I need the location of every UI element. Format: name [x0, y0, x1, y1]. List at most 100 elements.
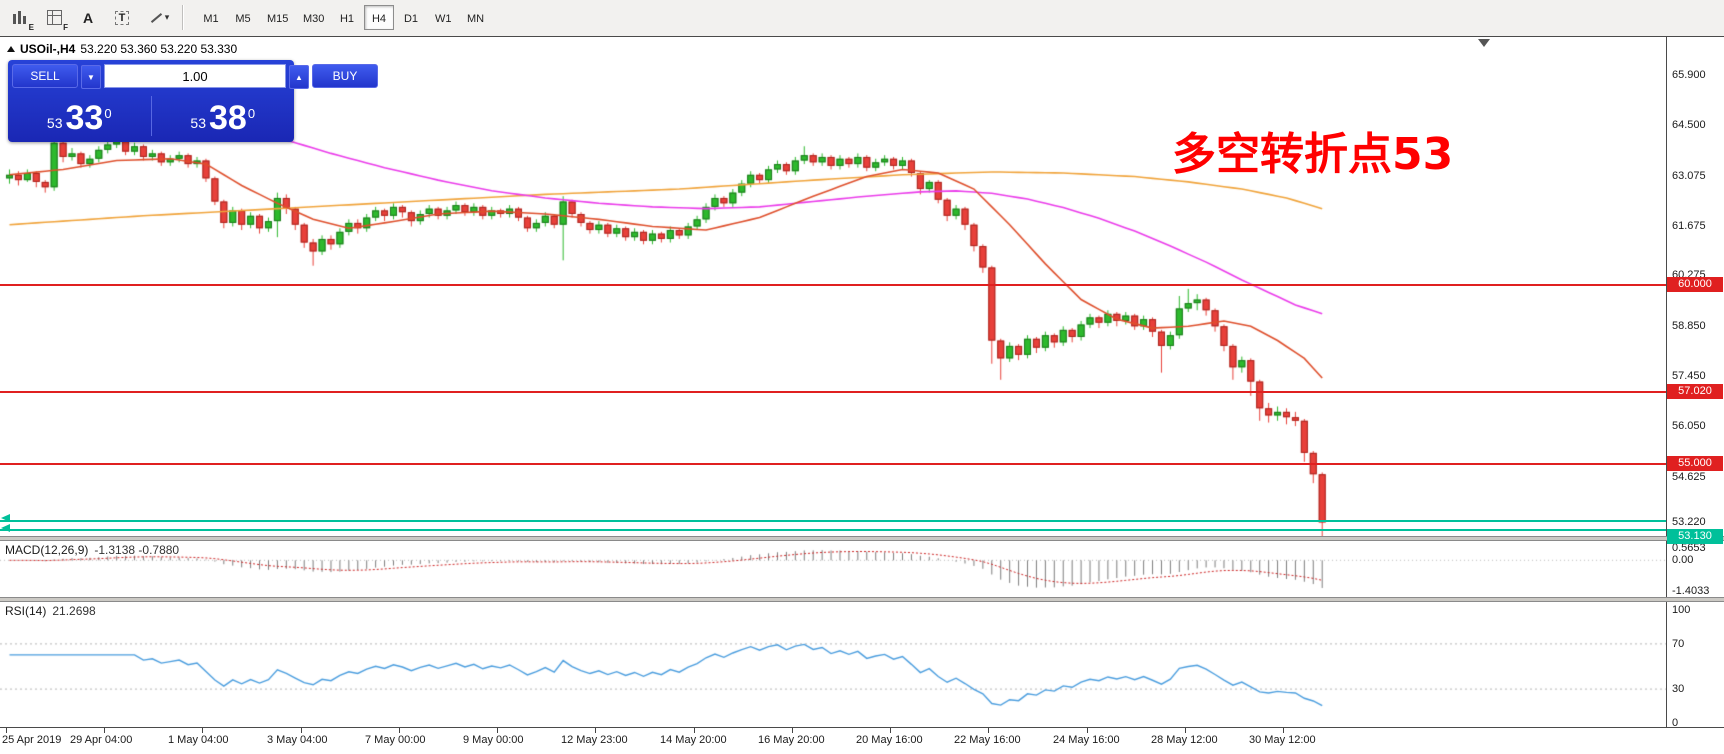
price-arrow-icon [1, 514, 10, 522]
volume-decrease-button[interactable]: ▼ [81, 65, 101, 89]
price-axis-tick: 64.500 [1672, 118, 1706, 131]
price-axis-tick: 61.675 [1672, 219, 1706, 232]
chart-annotation-text: 多空转折点53 [1172, 129, 1454, 180]
chart-style-icon[interactable]: E [6, 4, 34, 32]
time-axis-label: 30 May 12:00 [1249, 734, 1316, 746]
chart-shift-icon[interactable] [1478, 39, 1490, 47]
price-axis-tick: 63.075 [1672, 169, 1706, 182]
sell-price-display[interactable]: 53 33 0 [46, 99, 112, 137]
price-level-line[interactable] [0, 463, 1666, 465]
text-tool-icon[interactable]: A [82, 9, 94, 26]
time-axis-tick [1087, 728, 1088, 733]
time-axis-label: 14 May 20:00 [660, 734, 727, 746]
toolbar: E F A T ▾ M1 M5 M15 M30 H1 H4 D1 W1 MN [0, 0, 1724, 37]
timeframe-button-m15[interactable]: M15 [260, 5, 294, 30]
grid-glyph [46, 10, 62, 25]
price-arrow-icon [1, 524, 10, 532]
time-axis-tick [595, 728, 596, 733]
time-axis-tick [497, 728, 498, 733]
timeframe-button-w1[interactable]: W1 [428, 5, 458, 30]
price-axis-border [1666, 36, 1667, 727]
price-level-badge: 53.130 [1667, 529, 1723, 544]
sell-button[interactable]: SELL [12, 64, 78, 88]
macd-canvas[interactable] [0, 541, 1666, 597]
symbol-timeframe-label: USOil-,H4 [20, 42, 76, 56]
volume-input[interactable] [104, 64, 286, 88]
price-axis-tick: 54.625 [1672, 470, 1706, 483]
rsi-label: RSI(14) 21.2698 [5, 604, 96, 618]
time-axis-label: 16 May 20:00 [758, 734, 825, 746]
price-axis-tick: 53.220 [1672, 516, 1706, 528]
grid-icon[interactable]: F [40, 4, 68, 32]
time-axis-label: 7 May 00:00 [365, 734, 426, 746]
time-axis-label: 12 May 23:00 [561, 734, 628, 746]
rsi-axis-tick: 70 [1672, 637, 1685, 650]
rsi-axis-tick: 30 [1672, 683, 1685, 696]
time-axis-label: 28 May 12:00 [1151, 734, 1218, 746]
time-axis-label: 25 Apr 2019 [2, 734, 62, 746]
timeframe-button-d1[interactable]: D1 [396, 5, 426, 30]
price-divider [150, 96, 152, 136]
volume-increase-button[interactable]: ▲ [289, 65, 309, 89]
price-level-line[interactable] [0, 529, 1666, 531]
time-axis-label: 22 May 16:00 [954, 734, 1021, 746]
time-axis-tick [792, 728, 793, 733]
price-level-badge: 60.000 [1667, 277, 1723, 292]
pane-border [0, 36, 1724, 37]
one-click-trading-panel: SELL ▼ ▲ BUY 53 33 0 53 38 0 [8, 60, 378, 142]
macd-axis-tick: -1.4033 [1672, 584, 1710, 597]
rsi-value: 21.2698 [52, 604, 96, 618]
drawing-tools-icon[interactable]: ▾ [142, 4, 176, 31]
macd-values: -1.3138 -0.7880 [94, 543, 180, 557]
time-axis-tick [694, 728, 695, 733]
time-axis-label: 29 Apr 04:00 [70, 734, 133, 746]
time-axis-label: 1 May 04:00 [168, 734, 229, 746]
text-label-tool-icon[interactable]: T [108, 4, 136, 31]
pencil-glyph [149, 11, 163, 25]
caret-up-icon: ▲ [295, 72, 303, 82]
rsi-axis-tick: 100 [1672, 604, 1691, 616]
rsi-axis-tick: 0 [1672, 717, 1679, 729]
ohlc-values: 53.220 53.360 53.220 53.330 [80, 42, 238, 56]
price-level-line[interactable] [0, 284, 1666, 286]
price-axis-tick: 58.850 [1672, 320, 1706, 333]
timeframe-button-m5[interactable]: M5 [228, 5, 258, 30]
price-level-badge: 55.000 [1667, 456, 1723, 471]
timeframe-button-mn[interactable]: MN [460, 5, 490, 30]
time-axis-tick [202, 728, 203, 733]
price-level-line[interactable] [0, 520, 1666, 522]
time-axis-tick [301, 728, 302, 733]
time-axis-label: 20 May 16:00 [856, 734, 923, 746]
price-axis-tick: 65.900 [1672, 68, 1706, 81]
pane-separator[interactable] [0, 536, 1724, 541]
time-axis-tick [399, 728, 400, 733]
symbol-ohlc-readout: USOil-,H4 53.220 53.360 53.220 53.330 [7, 42, 237, 56]
time-axis-tick [1185, 728, 1186, 733]
toolbar-separator [182, 5, 184, 30]
time-axis-tick [6, 728, 7, 733]
ohlc-arrow-icon [7, 46, 15, 52]
buy-price-display[interactable]: 53 38 0 [190, 99, 256, 137]
rsi-canvas[interactable] [0, 602, 1666, 727]
price-level-line[interactable] [0, 391, 1666, 393]
buy-button[interactable]: BUY [312, 64, 378, 88]
icon-letter-e: E [28, 23, 34, 32]
price-level-badge: 57.020 [1667, 384, 1723, 399]
timeframe-button-m1[interactable]: M1 [196, 5, 226, 30]
time-axis-tick [890, 728, 891, 733]
chevron-down-icon: ▾ [164, 12, 170, 22]
icon-letter-f: F [63, 23, 68, 32]
pane-separator[interactable] [0, 597, 1724, 602]
price-axis-tick: 56.050 [1672, 420, 1706, 433]
timeframe-button-m30[interactable]: M30 [296, 5, 330, 30]
time-axis-tick [104, 728, 105, 733]
time-axis-label: 24 May 16:00 [1053, 734, 1120, 746]
timeframe-button-h4[interactable]: H4 [364, 5, 394, 30]
bars-glyph [12, 10, 28, 26]
time-axis-label: 3 May 04:00 [267, 734, 328, 746]
time-axis-label: 9 May 00:00 [463, 734, 524, 746]
timeframe-button-h1[interactable]: H1 [332, 5, 362, 30]
price-axis-tick: 57.450 [1672, 370, 1706, 383]
macd-axis-tick: 0.00 [1672, 554, 1694, 567]
